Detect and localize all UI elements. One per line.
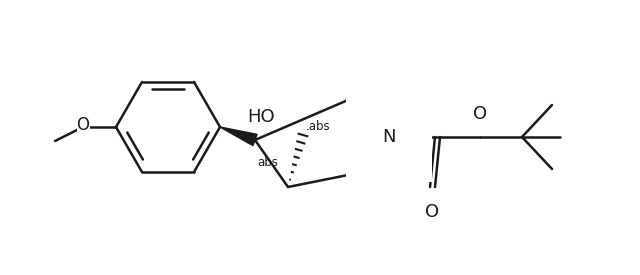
Text: O: O bbox=[77, 116, 90, 134]
Text: O: O bbox=[425, 203, 439, 221]
Text: .abs: .abs bbox=[306, 120, 331, 133]
Text: N: N bbox=[382, 128, 396, 146]
Polygon shape bbox=[220, 127, 257, 146]
Text: HO: HO bbox=[248, 108, 275, 126]
Text: O: O bbox=[473, 105, 487, 123]
Text: abs: abs bbox=[257, 155, 278, 169]
